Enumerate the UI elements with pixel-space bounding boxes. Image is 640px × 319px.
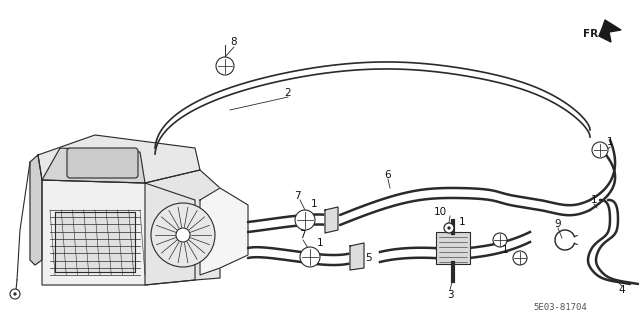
Circle shape — [151, 203, 215, 267]
FancyBboxPatch shape — [436, 232, 470, 264]
Circle shape — [592, 142, 608, 158]
Text: FR.: FR. — [583, 29, 602, 39]
FancyBboxPatch shape — [67, 148, 138, 178]
Text: 7: 7 — [299, 230, 305, 240]
Polygon shape — [30, 155, 42, 265]
Polygon shape — [145, 170, 220, 285]
Polygon shape — [200, 188, 248, 275]
Text: 5: 5 — [365, 253, 371, 263]
Circle shape — [300, 247, 320, 267]
Text: 1: 1 — [591, 195, 597, 205]
Text: 7: 7 — [294, 191, 300, 201]
Circle shape — [444, 223, 454, 233]
Circle shape — [493, 233, 507, 247]
Text: 1: 1 — [607, 137, 613, 147]
Text: 9: 9 — [555, 219, 561, 229]
Text: 1: 1 — [317, 238, 323, 248]
Circle shape — [13, 293, 16, 295]
Text: 1: 1 — [459, 217, 465, 227]
Polygon shape — [599, 20, 621, 42]
Circle shape — [176, 228, 190, 242]
Circle shape — [513, 251, 527, 265]
Circle shape — [295, 210, 315, 230]
Text: 6: 6 — [385, 170, 391, 180]
Text: 1: 1 — [502, 245, 508, 255]
Polygon shape — [38, 135, 200, 183]
Text: 4: 4 — [619, 285, 625, 295]
Circle shape — [216, 57, 234, 75]
Circle shape — [448, 227, 451, 229]
Text: 3: 3 — [447, 290, 453, 300]
Polygon shape — [42, 180, 195, 285]
Text: 8: 8 — [230, 37, 237, 47]
Polygon shape — [42, 148, 145, 183]
Circle shape — [10, 289, 20, 299]
Text: 10: 10 — [433, 207, 447, 217]
Text: 5E03-81704: 5E03-81704 — [533, 303, 587, 313]
Text: 2: 2 — [285, 88, 291, 98]
Text: 1: 1 — [310, 199, 317, 209]
Polygon shape — [55, 212, 135, 272]
Polygon shape — [350, 243, 364, 270]
Polygon shape — [325, 207, 338, 233]
